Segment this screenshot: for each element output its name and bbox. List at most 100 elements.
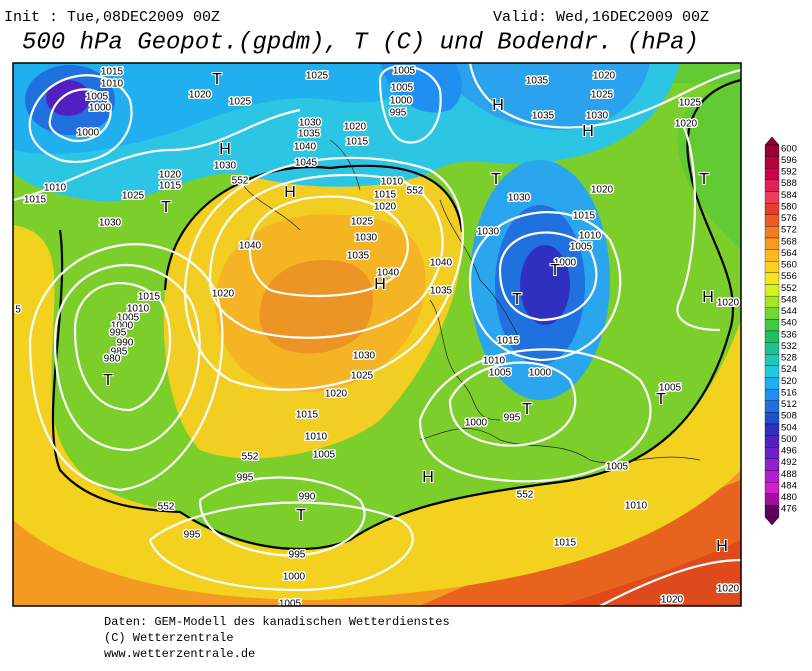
colorbar-cell <box>764 179 780 192</box>
colorbar-label: 492 <box>781 457 797 468</box>
colorbar-label: 508 <box>781 411 797 422</box>
pressure-label: 1015 <box>159 181 182 192</box>
pressure-label: 1000 <box>89 103 112 114</box>
colorbar-label: 548 <box>781 294 797 305</box>
colorbar-cell <box>764 458 780 471</box>
colorbar-cell <box>764 377 780 390</box>
colorbar-label: 480 <box>781 492 797 503</box>
pressure-label: 1005 <box>391 83 414 94</box>
pressure-label: 1030 <box>508 193 531 204</box>
colorbar-cell <box>764 261 780 274</box>
pressure-center-symbol: T <box>656 391 666 408</box>
footer-copyright: (C) Wetterzentrale <box>104 631 234 645</box>
pressure-label: 1025 <box>351 371 374 382</box>
valid-time: Valid: Wed,16DEC2009 00Z <box>493 9 709 26</box>
colorbar-label: 568 <box>781 236 797 247</box>
pressure-center-symbol: H <box>219 141 231 158</box>
colorbar-label: 572 <box>781 225 797 236</box>
pressure-label: 990 <box>117 338 134 349</box>
pressure-label: 1020 <box>374 202 397 213</box>
pressure-label: 1040 <box>294 142 317 153</box>
pressure-label: 1010 <box>381 177 404 188</box>
colorbar-cap <box>764 516 780 526</box>
pressure-label: 1000 <box>111 321 134 332</box>
init-time: Init : Tue,08DEC2009 00Z <box>4 9 220 26</box>
pressure-label: 1020 <box>159 170 182 181</box>
colorbar-label: 580 <box>781 201 797 212</box>
colorbar-cell <box>764 319 780 332</box>
pressure-label: 1020 <box>717 298 740 309</box>
colorbar-label: 552 <box>781 283 797 294</box>
pressure-label: 1030 <box>214 161 237 172</box>
colorbar-cell <box>764 202 780 215</box>
contour-label: 552 <box>232 176 249 187</box>
pressure-label: 5 <box>15 305 21 316</box>
pressure-label: 1005 <box>86 92 109 103</box>
pressure-center-symbol: T <box>522 401 532 418</box>
pressure-label: 1005 <box>313 450 336 461</box>
pressure-label: 1015 <box>374 190 397 201</box>
pressure-label: 1020 <box>717 584 740 595</box>
contour-label: 552 <box>158 502 175 513</box>
colorbar-cell <box>764 295 780 308</box>
pressure-label: 1015 <box>138 292 161 303</box>
colorbar-cell <box>764 481 780 494</box>
pressure-label: 1030 <box>477 227 500 238</box>
isobars <box>13 63 741 606</box>
pressure-center-symbol: H <box>422 469 434 486</box>
pressure-label: 1020 <box>344 122 367 133</box>
pressure-label: 1040 <box>239 241 262 252</box>
pressure-label: 1040 <box>430 258 453 269</box>
pressure-center-symbol: H <box>374 276 386 293</box>
colorbar-label: 524 <box>781 364 797 375</box>
pressure-label: 1025 <box>591 90 614 101</box>
pressure-label: 1005 <box>117 313 140 324</box>
pressure-label: 1010 <box>579 231 602 242</box>
colorbar-cell <box>764 435 780 448</box>
colorbar-label: 540 <box>781 318 797 329</box>
colorbar-label: 504 <box>781 422 797 433</box>
colorbar-cell <box>764 342 780 355</box>
pressure-label: 1015 <box>346 137 369 148</box>
colorbar-label: 500 <box>781 434 797 445</box>
pressure-label: 1030 <box>355 233 378 244</box>
colorbar-cell <box>764 388 780 401</box>
pressure-label: 995 <box>110 328 127 339</box>
colorbar-cap <box>764 136 780 146</box>
contour-label: 552 <box>242 452 259 463</box>
colorbar-cell <box>764 505 780 518</box>
pressure-label: 1010 <box>483 356 506 367</box>
colorbar-cell <box>764 284 780 297</box>
pressure-label: 1000 <box>554 258 577 269</box>
pressure-label: 1000 <box>77 128 100 139</box>
pressure-center-symbol: T <box>161 199 171 216</box>
pressure-label: 1010 <box>44 183 67 194</box>
pressure-label: 1000 <box>465 418 488 429</box>
colorbar-cell <box>764 330 780 343</box>
colorbar-label: 488 <box>781 469 797 480</box>
pressure-label: 980 <box>104 354 121 365</box>
pressure-label: 1020 <box>591 185 614 196</box>
pressure-label: 1010 <box>127 304 150 315</box>
colorbar-label: 496 <box>781 446 797 457</box>
colorbar-label: 600 <box>781 143 797 154</box>
pressure-label: 995 <box>390 108 407 119</box>
colorbar-cell <box>764 412 780 425</box>
pressure-label: 1020 <box>593 71 616 82</box>
pressure-label: 1035 <box>526 76 549 87</box>
colorbar-label: 584 <box>781 190 797 201</box>
colorbar-cell <box>764 168 780 181</box>
pressure-label: 1000 <box>529 368 552 379</box>
pressure-center-symbol: T <box>491 171 501 188</box>
pressure-label: 1000 <box>283 572 306 583</box>
pressure-label: 1005 <box>606 462 629 473</box>
pressure-label: 1020 <box>325 389 348 400</box>
colorbar-cell <box>764 214 780 227</box>
colorbar-label: 476 <box>781 504 797 515</box>
pressure-label: 1020 <box>661 595 684 606</box>
colorbar-label: 596 <box>781 155 797 166</box>
pressure-label: 1005 <box>393 66 416 77</box>
map-title: 500 hPa Geopot.(gpdm), T (C) und Bodendr… <box>22 29 699 56</box>
pressure-label: 1015 <box>497 336 520 347</box>
